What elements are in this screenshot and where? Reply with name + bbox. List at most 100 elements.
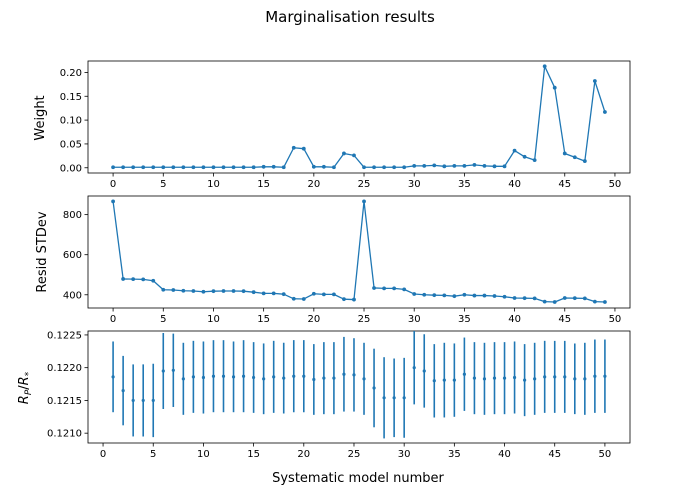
resid-stdev-ytick-label: 600 xyxy=(63,250,82,261)
radius-ratio-data-point xyxy=(171,368,175,372)
resid-stdev-data-point xyxy=(342,297,346,302)
resid-stdev-data-point xyxy=(291,296,296,301)
weight-data-point xyxy=(211,165,216,170)
radius-ratio-data-point xyxy=(352,373,356,377)
resid-stdev-data-point xyxy=(422,292,427,297)
weight-data-point xyxy=(231,165,236,170)
weight-xtick-label: 15 xyxy=(257,179,270,190)
radius-ratio-ytick-label: 0.1225 xyxy=(47,330,82,341)
radius-ratio-data-point xyxy=(282,376,286,380)
resid-stdev-data-point xyxy=(382,286,386,291)
radius-ratio-data-point xyxy=(502,376,507,380)
radius-ratio-data-point xyxy=(563,375,567,379)
radius-ratio-data-point xyxy=(121,389,125,393)
radius-ratio-data-point xyxy=(302,374,306,378)
resid-stdev-data-point xyxy=(572,296,577,301)
resid-stdev-xtick-label: 20 xyxy=(307,314,320,325)
radius-ratio-data-point xyxy=(332,376,336,380)
resid-stdev-xtick-label: 0 xyxy=(110,314,116,325)
weight-data-point xyxy=(462,163,467,168)
weight-data-point xyxy=(482,163,487,168)
weight-data-point xyxy=(582,159,587,163)
radius-ratio-data-point xyxy=(442,378,446,382)
radius-ratio-data-point xyxy=(322,376,326,380)
radius-ratio-data-point xyxy=(553,375,557,379)
resid-stdev-data-point xyxy=(412,292,417,296)
resid-stdev-data-point xyxy=(321,292,326,297)
weight-data-point xyxy=(221,165,226,170)
weight-data-point xyxy=(532,158,537,163)
radius-ratio-data-point xyxy=(191,375,195,379)
radius-ratio-data-point xyxy=(452,378,456,382)
weight-data-point xyxy=(412,163,417,168)
weight-data-point xyxy=(392,165,397,170)
weight-ytick-label: 0.00 xyxy=(60,163,82,174)
resid-stdev-data-point xyxy=(171,288,176,292)
systematic-model-xlabel: Systematic model number xyxy=(272,471,444,486)
resid-stdev-ytick-label: 800 xyxy=(63,210,82,221)
resid-stdev-data-point xyxy=(492,294,497,298)
radius-ratio-data-point xyxy=(262,377,266,381)
resid-stdev-xtick-label: 35 xyxy=(458,314,471,325)
weight-data-point xyxy=(572,155,577,160)
radius-ratio-data-point xyxy=(543,375,547,379)
weight-data-point xyxy=(201,165,206,170)
radius-ratio-xtick-label: 15 xyxy=(247,449,260,460)
radius-ratio-data-point xyxy=(181,377,185,381)
weight-data-point xyxy=(121,165,126,170)
resid-stdev-xtick-label: 40 xyxy=(508,314,521,325)
resid-stdev-data-point xyxy=(522,296,527,301)
weight-data-point xyxy=(181,165,186,170)
resid-stdev-data-point xyxy=(191,289,196,293)
weight-data-point xyxy=(372,165,376,170)
resid-stdev-data-point xyxy=(432,293,437,298)
figure-title: Marginalisation results xyxy=(265,8,435,26)
resid-stdev-data-point xyxy=(502,294,507,299)
weight-xtick-label: 50 xyxy=(609,179,622,190)
weight-data-point xyxy=(352,153,356,158)
resid-stdev-data-point xyxy=(603,300,607,304)
weight-data-point xyxy=(512,148,517,153)
radius-ratio-data-point xyxy=(342,372,346,376)
resid-stdev-data-point xyxy=(532,296,537,301)
radius-ratio-xtick-label: 10 xyxy=(197,449,210,460)
resid-stdev-data-point xyxy=(552,300,557,304)
radius-ratio-ytick-label: 0.1210 xyxy=(47,429,82,440)
resid-stdev-data-point xyxy=(462,292,467,297)
radius-ratio-data-point xyxy=(272,375,276,379)
radius-ratio-data-point xyxy=(252,375,256,380)
weight-ytick-label: 0.10 xyxy=(60,116,82,127)
radius-ratio-xtick-label: 5 xyxy=(150,449,156,460)
weight-xtick-label: 35 xyxy=(458,179,471,190)
radius-ratio-data-point xyxy=(372,386,376,390)
resid-stdev-data-point xyxy=(402,287,407,292)
resid-stdev-data-point xyxy=(362,199,366,204)
resid-stdev-data-point xyxy=(301,297,306,301)
radius-ratio-data-point xyxy=(221,374,226,378)
radius-ratio-ylabel: RP/R* xyxy=(17,371,34,404)
weight-data-point xyxy=(552,85,557,90)
radius-ratio-panel: RP/R* Systematic model number 0 5 10 15 20 25… xyxy=(17,330,631,486)
weight-ytick-label: 0.20 xyxy=(60,68,82,79)
resid-stdev-data-point xyxy=(201,289,206,294)
resid-stdev-data-point xyxy=(332,292,336,297)
resid-stdev-data-point xyxy=(161,287,166,292)
resid-stdev-xtick-label: 45 xyxy=(558,314,571,325)
resid-stdev-xtick-label: 15 xyxy=(257,314,270,325)
radius-ratio-xtick-label: 30 xyxy=(398,449,411,460)
radius-ratio-data-point xyxy=(573,377,577,381)
weight-axes-frame xyxy=(87,60,631,174)
weight-xtick-label: 20 xyxy=(307,179,320,190)
weight-data-point xyxy=(432,163,437,168)
radius-ratio-data-point xyxy=(583,377,587,381)
radius-ratio-xtick-label: 45 xyxy=(548,449,561,460)
radius-ratio-data-point xyxy=(432,379,436,383)
radius-ratio-data-point xyxy=(482,377,487,381)
radius-ratio-data-point xyxy=(402,396,406,400)
resid-stdev-data-point xyxy=(542,299,547,304)
radius-ratio-data-point xyxy=(462,372,466,376)
resid-stdev-xtick-label: 30 xyxy=(408,314,421,325)
weight-data-point xyxy=(452,163,457,168)
resid-stdev-data-point xyxy=(562,296,567,300)
